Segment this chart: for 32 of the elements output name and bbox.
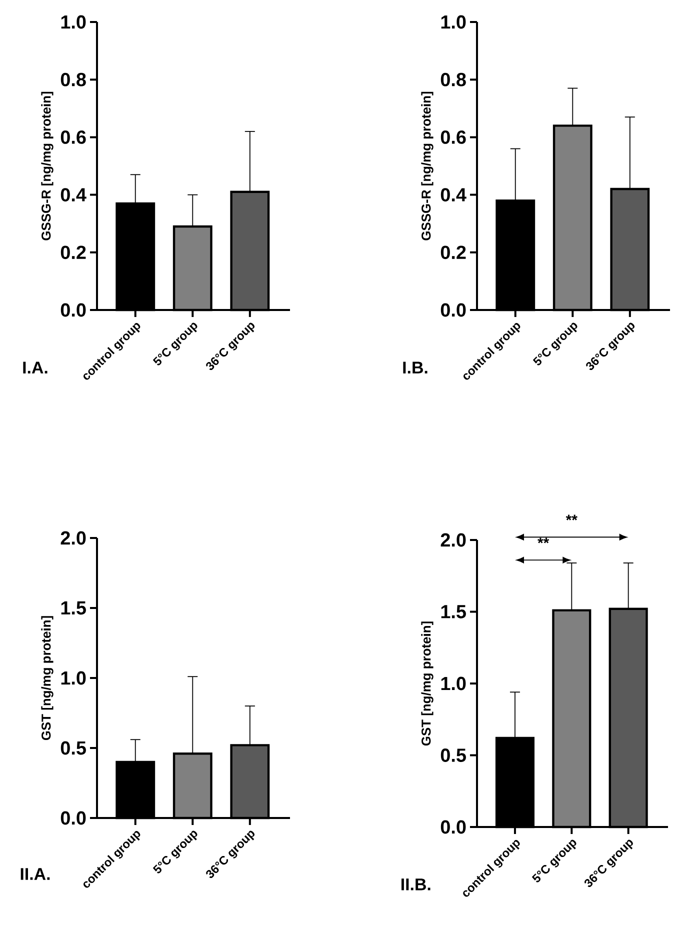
text: I.A. <box>23 362 48 374</box>
y-axis-title: GSSG-R [ng/mg protein] <box>421 92 434 240</box>
y-tick-label: 0.8 <box>60 72 86 86</box>
y-tick-label: 2.0 <box>60 531 86 545</box>
text: II.B. <box>401 878 430 890</box>
y-tick-label: 0.5 <box>60 741 86 755</box>
text: II.A. <box>20 868 50 880</box>
y-tick-label: 1.5 <box>441 605 466 618</box>
y-tick-label: 0.6 <box>60 130 86 144</box>
y-tick-label: 0.0 <box>60 303 86 317</box>
y-tick-label: 0.0 <box>440 303 466 317</box>
y-tick-label: 1.5 <box>61 601 86 615</box>
y-axis-title: GST [ng/mg protein] <box>41 616 54 740</box>
y-axis-title: GST [ng/mg protein] <box>421 622 434 746</box>
y-tick-label: 0.8 <box>440 72 466 86</box>
y-tick-label: 1.0 <box>441 676 466 690</box>
text: I.B. <box>403 362 428 374</box>
y-tick-label: 1.0 <box>61 671 86 685</box>
text: ** <box>566 514 578 520</box>
annotation: ** <box>538 538 550 544</box>
y-tick-label: 0.2 <box>440 246 466 260</box>
y-tick-label: 0.2 <box>60 246 86 260</box>
y-tick-label: 0.4 <box>440 188 466 202</box>
y-tick-label: 0.0 <box>440 820 466 834</box>
y-tick-label: 1.0 <box>61 15 86 29</box>
y-tick-label: 0.0 <box>60 811 86 825</box>
y-tick-label: 0.4 <box>60 188 86 202</box>
y-tick-label: 2.0 <box>440 533 466 547</box>
y-tick-label: 0.6 <box>440 130 466 144</box>
y-axis-title: GSSG-R [ng/mg protein] <box>41 92 54 240</box>
y-tick-label: 0.5 <box>440 748 466 762</box>
y-tick-label: 1.0 <box>441 15 466 29</box>
